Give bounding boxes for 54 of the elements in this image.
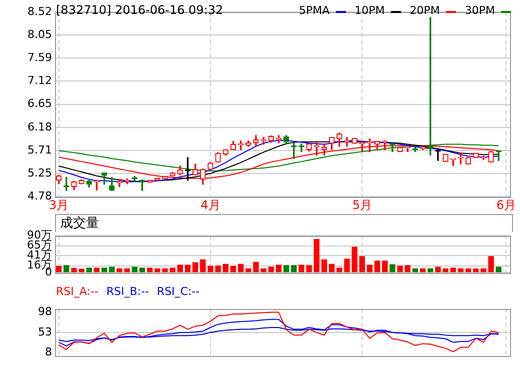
y-tick-label: 4.78 (28, 189, 52, 202)
y-tick-label: 5.25 (28, 166, 52, 180)
bar (101, 268, 108, 272)
y-tick-label: 6.18 (28, 120, 52, 134)
bar (336, 268, 342, 272)
bar (139, 268, 146, 272)
bar (397, 266, 403, 272)
bar (366, 264, 373, 272)
chart-title: 成交量 (55, 214, 513, 232)
x-tick-label: 6月 (496, 198, 516, 212)
bar (56, 266, 62, 272)
bar (382, 260, 388, 272)
y-tick-label: 8.52 (28, 4, 52, 18)
bar (184, 264, 191, 272)
y-tick-label: 8.05 (28, 28, 52, 42)
bar (390, 264, 396, 272)
bar (404, 265, 410, 272)
bar (283, 265, 290, 272)
legend-label: 20PM (410, 4, 441, 17)
y-tick-label: 90万 (27, 228, 52, 242)
y-tick-label: 8 (45, 346, 52, 359)
bar (94, 268, 100, 272)
bar (86, 268, 92, 272)
bar (328, 264, 335, 272)
y-tick-label: 98 (38, 305, 52, 318)
bar (359, 256, 365, 272)
x-tick-label: 4月 (200, 198, 220, 212)
bar (291, 265, 297, 272)
bar (146, 268, 153, 272)
y-tick-label: 53 (38, 325, 52, 338)
bar (200, 259, 206, 272)
bar (64, 265, 70, 272)
bar (450, 268, 456, 272)
bar (374, 260, 380, 272)
chart-title: [832710] 2016-06-16 09:32 (56, 3, 224, 17)
text: RSI_C:-- (156, 285, 200, 298)
y-tick-label: 6.65 (28, 97, 52, 110)
text: RSI_A:-- (56, 285, 98, 298)
text: RSI_B:-- (106, 285, 149, 298)
bar (177, 264, 183, 272)
bar (238, 264, 244, 272)
bar (276, 264, 282, 272)
legend-label: 30PM (464, 4, 496, 17)
bar (192, 262, 198, 272)
bar (321, 259, 328, 272)
legend-label: 10PM (354, 4, 386, 17)
y-tick-label: 7.12 (28, 74, 52, 87)
bar (222, 264, 228, 272)
bar (230, 266, 236, 272)
x-tick-label: 5月 (352, 198, 372, 212)
y-tick-label: 7.59 (28, 50, 52, 64)
y-tick-label: 5.71 (28, 144, 52, 157)
bar (314, 238, 320, 272)
legend-label: 5PMA (298, 4, 331, 17)
